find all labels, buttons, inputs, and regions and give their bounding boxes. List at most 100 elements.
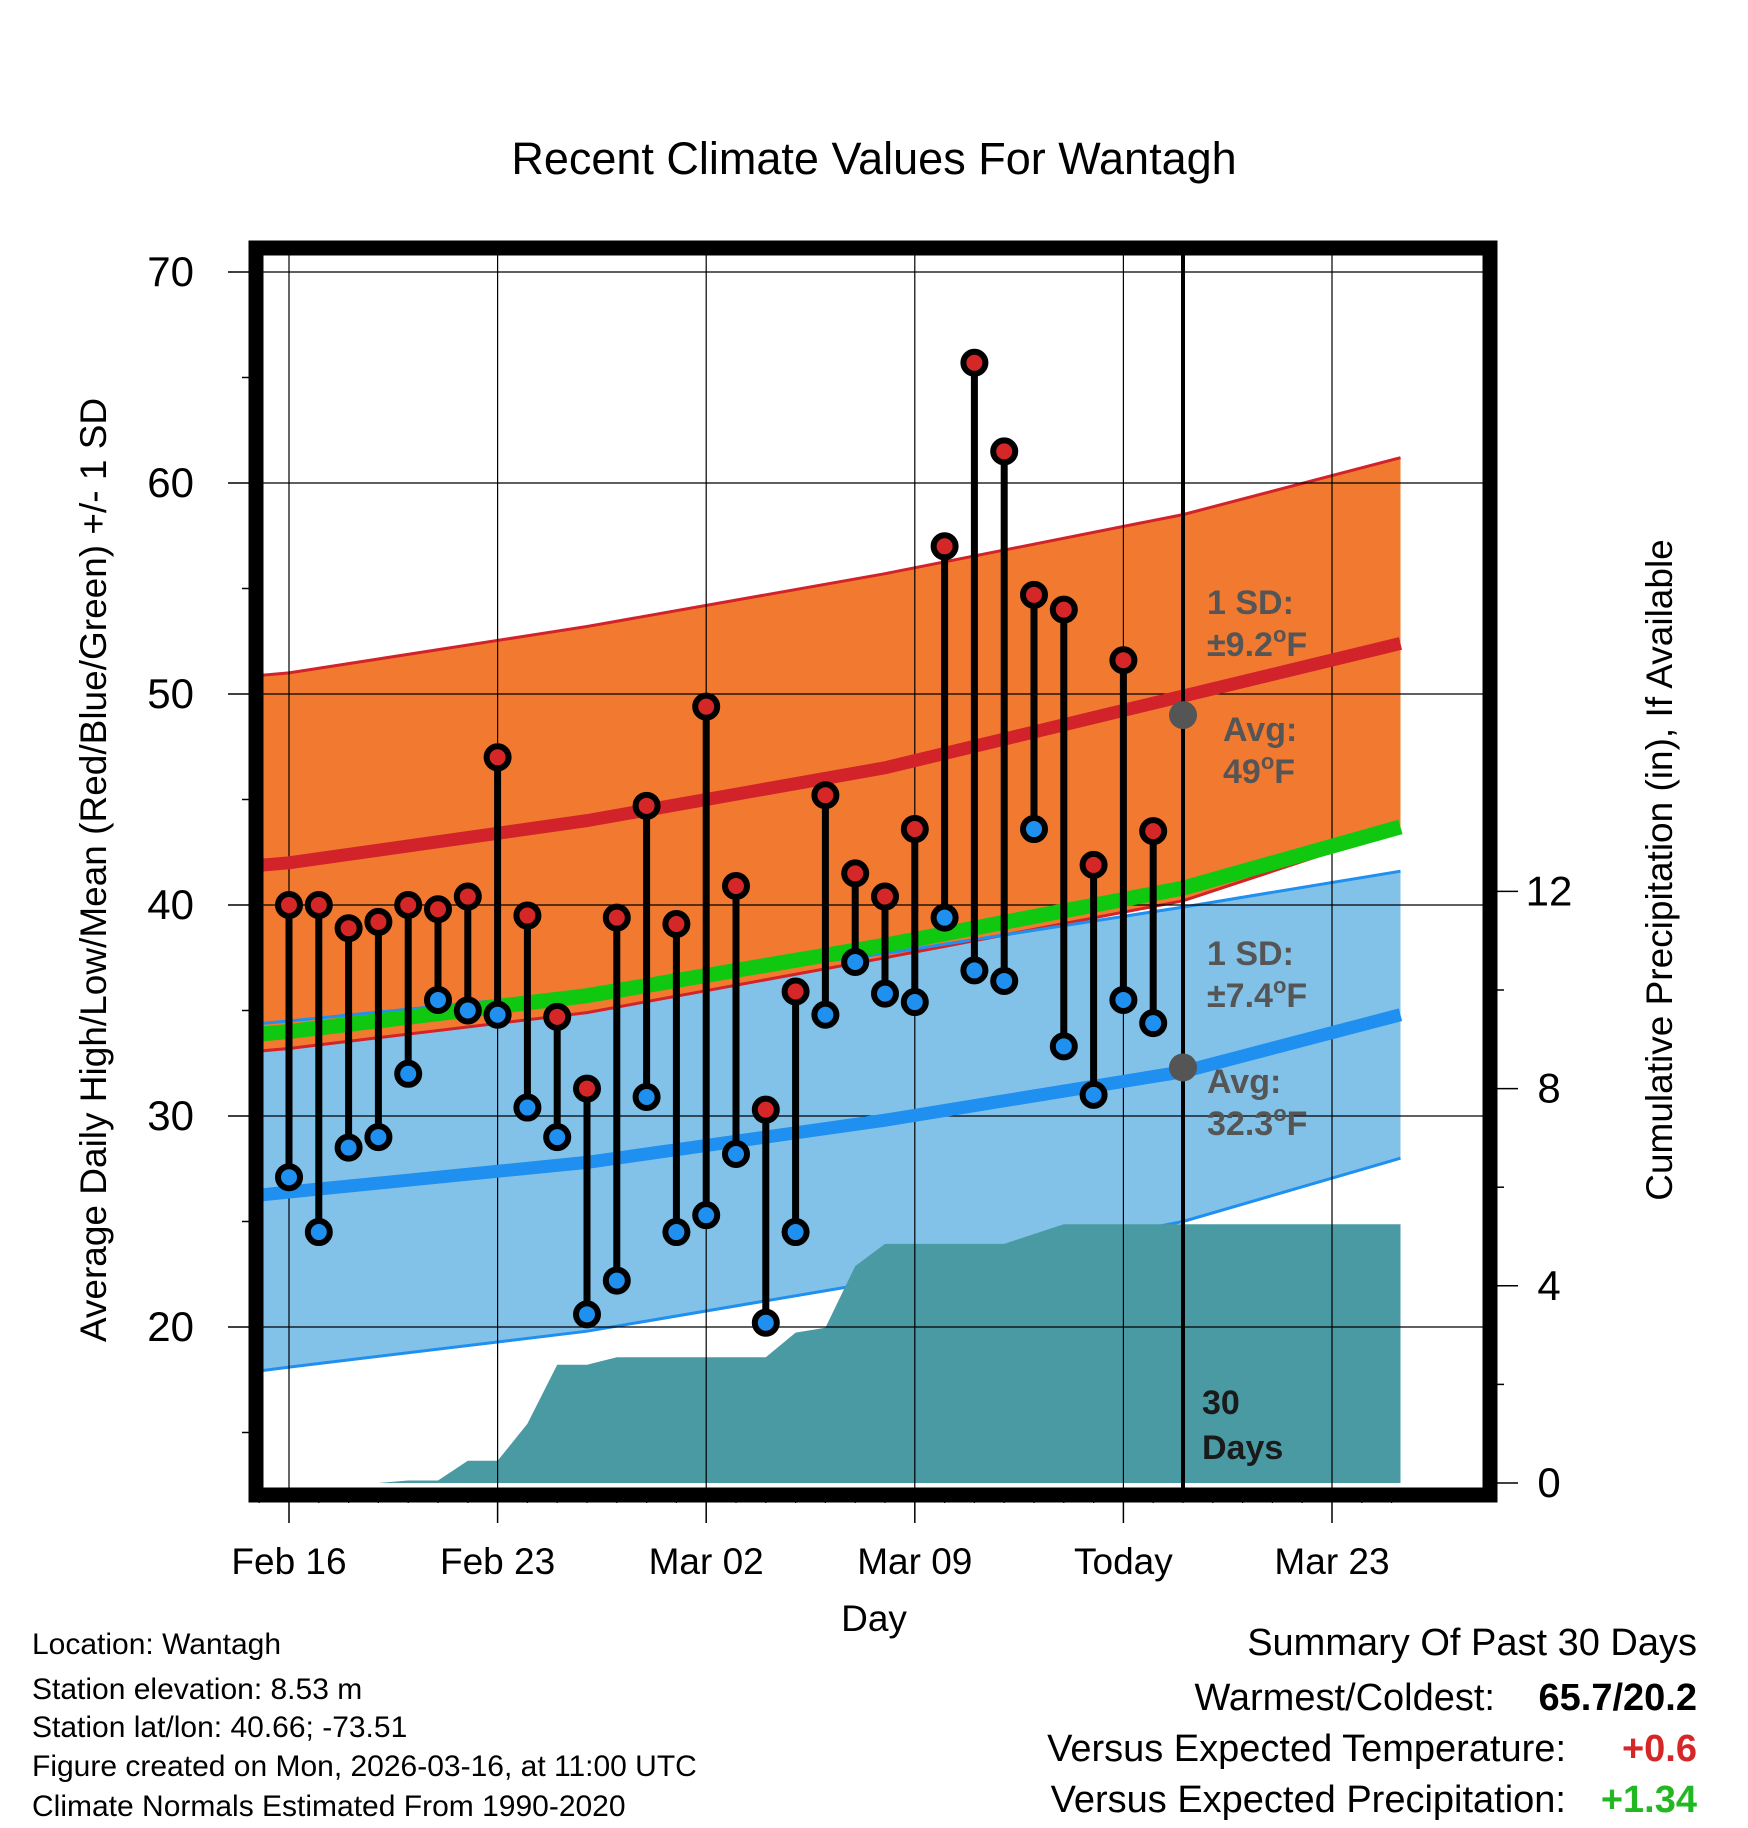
x-tick-label: Mar 23 <box>1274 1541 1389 1582</box>
y2-tick-label: 4 <box>1537 1262 1560 1309</box>
y-tick-label: 50 <box>147 670 194 717</box>
daily-high-point <box>364 907 393 936</box>
summary-title: Summary Of Past 30 Days <box>1247 1622 1697 1664</box>
x-axis-label: Day <box>841 1598 907 1639</box>
daily-high-point <box>900 815 929 844</box>
daily-high-point <box>483 743 512 772</box>
summary-precip-label: Versus Expected Precipitation: <box>1051 1779 1566 1821</box>
low-sd-label: 1 SD: <box>1207 935 1294 973</box>
summary-panel: Summary Of Past 30 Days Warmest/Coldest:… <box>1047 1622 1697 1821</box>
daily-high-point <box>1139 817 1168 846</box>
degree-symbol: o <box>1273 622 1286 647</box>
low-sd-unit: F <box>1286 977 1307 1015</box>
x-tick-label: Mar 02 <box>649 1541 764 1582</box>
low-sd-value: ±7.4oF <box>1207 973 1307 1015</box>
daily-high-point <box>1049 595 1078 624</box>
daily-low-point <box>930 903 959 932</box>
x-tick-label: Feb 16 <box>231 1541 346 1582</box>
daily-high-point <box>424 895 452 924</box>
footer-elevation: Station elevation: 8.53 m <box>32 1673 362 1706</box>
daily-high-point <box>543 1002 572 1031</box>
daily-low-point <box>1109 985 1138 1014</box>
chart-title: Recent Climate Values For Wantagh <box>511 133 1236 184</box>
daily-low-point <box>1049 1032 1078 1061</box>
daily-high-point <box>751 1095 780 1124</box>
daily-low-point <box>602 1266 631 1295</box>
high-sd-unit: F <box>1286 626 1307 664</box>
daily-high-point <box>781 977 810 1006</box>
high-sd-label: 1 SD: <box>1207 584 1294 622</box>
daily-high-point <box>602 903 631 932</box>
daily-low-point <box>960 956 989 985</box>
today-low-avg-marker <box>1169 1053 1197 1082</box>
y2-tick-label: 12 <box>1526 867 1573 914</box>
normal-high-line <box>262 637 1403 872</box>
daily-low-point <box>722 1139 750 1168</box>
daily-high-point <box>1020 580 1048 609</box>
y-tick-label: 60 <box>147 459 194 506</box>
summary-precip-value: +1.34 <box>1601 1779 1697 1821</box>
low-avg-label: Avg: <box>1207 1063 1281 1101</box>
daily-high-point <box>990 437 1019 466</box>
daily-high-point <box>960 348 989 377</box>
footer-normals: Climate Normals Estimated From 1990-2020 <box>32 1790 626 1823</box>
daily-low-point <box>483 1000 512 1029</box>
daily-high-point <box>513 901 542 930</box>
y2-axis-label: Cumulative Precipitation (in), If Availa… <box>1639 539 1680 1201</box>
daily-high-point <box>573 1074 601 1103</box>
daily-low-point <box>304 1218 333 1247</box>
high-avg-label: Avg: <box>1223 711 1297 749</box>
low-band-lower-edge <box>262 1156 1401 1373</box>
footer-location: Location: Wantagh <box>32 1628 281 1661</box>
daily-high-point <box>1079 850 1108 879</box>
footer-created: Figure created on Mon, 2026-03-16, at 11… <box>32 1750 697 1783</box>
daily-low-point <box>573 1300 601 1329</box>
plot-area <box>262 255 1484 1489</box>
high-band-upper-edge <box>262 456 1401 677</box>
days-label: Days <box>1202 1429 1283 1467</box>
daily-low-point <box>394 1059 423 1088</box>
daily-high-point <box>930 532 959 561</box>
daily-low-point <box>900 988 929 1017</box>
low-sd-number: ±7.4 <box>1207 977 1273 1015</box>
daily-high-point <box>304 891 333 919</box>
y-axis-label: Average Daily High/Low/Mean (Red/Blue/Gr… <box>73 398 114 1342</box>
plot-frame <box>248 240 1498 1503</box>
low-avg-value: 32.3oF <box>1207 1101 1307 1143</box>
daily-high-point <box>871 882 899 911</box>
daily-high-point <box>722 872 750 901</box>
daily-low-point <box>871 979 899 1008</box>
daily-low-point <box>692 1201 721 1230</box>
daily-low-point <box>811 1000 840 1029</box>
x-tick-label: Mar 09 <box>857 1541 972 1582</box>
daily-high-point <box>662 909 691 938</box>
y2-tick-label: 0 <box>1537 1459 1560 1506</box>
high-sd-value: ±9.2oF <box>1207 622 1307 664</box>
daily-low-point <box>841 947 870 976</box>
daily-high-point <box>275 891 303 919</box>
summary-temp-label: Versus Expected Temperature: <box>1047 1728 1566 1770</box>
daily-low-point <box>781 1218 810 1247</box>
daily-high-point <box>394 891 423 919</box>
summary-temp-value: +0.6 <box>1622 1728 1697 1770</box>
daily-high-point <box>453 882 482 911</box>
daily-low-point <box>1079 1080 1108 1109</box>
summary-warmest-label: Warmest/Coldest: <box>1194 1677 1495 1719</box>
daily-high-point <box>692 692 721 721</box>
precipitation-area <box>262 1224 1401 1483</box>
daily-high-point <box>334 914 363 943</box>
y-tick-label: 20 <box>147 1303 194 1350</box>
degree-symbol: o <box>1273 1101 1286 1126</box>
high-avg-number: 49 <box>1223 753 1261 791</box>
daily-high-point <box>841 859 870 888</box>
y-tick-label: 70 <box>147 248 194 295</box>
daily-low-point <box>453 996 482 1025</box>
days-count: 30 <box>1202 1384 1240 1422</box>
daily-low-point <box>751 1308 780 1337</box>
daily-low-point <box>990 966 1019 995</box>
daily-low-point <box>662 1218 691 1247</box>
daily-high-point <box>632 791 661 820</box>
high-avg-unit: F <box>1274 753 1295 791</box>
y2-tick-label: 8 <box>1537 1065 1560 1112</box>
